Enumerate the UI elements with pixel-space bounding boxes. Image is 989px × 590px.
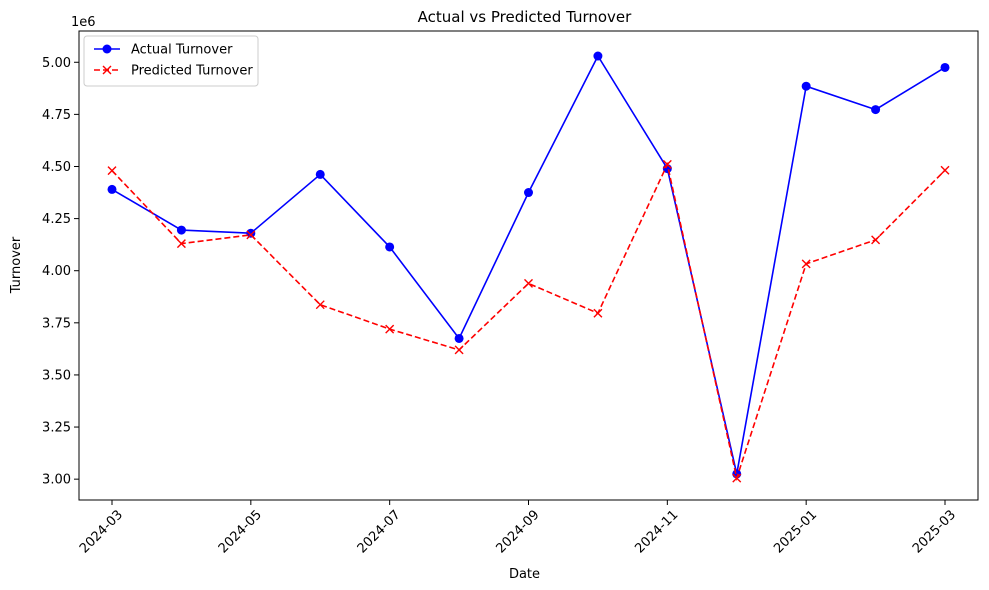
x-marker-stroke xyxy=(176,239,186,249)
y-tick-label: 4.50 xyxy=(42,160,71,175)
data-point-predicted xyxy=(385,324,395,334)
series-layer xyxy=(107,51,950,483)
x-marker-stroke xyxy=(871,235,881,245)
data-point-predicted xyxy=(871,235,881,245)
data-point-predicted xyxy=(732,473,742,483)
data-point-predicted xyxy=(801,259,811,269)
data-point-predicted xyxy=(176,239,186,249)
data-point-actual xyxy=(454,333,464,343)
data-point-actual xyxy=(385,242,395,252)
x-marker-stroke xyxy=(246,230,256,240)
data-point-actual xyxy=(315,169,325,179)
x-marker-stroke xyxy=(315,300,325,310)
data-point-predicted xyxy=(454,345,464,355)
legend-marker-circle xyxy=(102,44,112,54)
x-marker-stroke xyxy=(107,166,117,176)
legend-label: Actual Turnover xyxy=(131,43,233,58)
data-point-actual xyxy=(107,184,117,194)
x-marker-stroke xyxy=(801,259,811,269)
data-point-actual xyxy=(246,228,256,238)
y-tick-label: 3.25 xyxy=(42,421,71,436)
data-point-actual xyxy=(871,105,881,115)
data-point-predicted xyxy=(524,278,533,288)
y-tick-label: 3.50 xyxy=(42,368,71,383)
legend-box xyxy=(83,35,259,87)
y-tick-label: 4.00 xyxy=(42,264,71,279)
y-tick-label: 4.25 xyxy=(42,212,71,227)
x-marker-stroke xyxy=(732,473,742,483)
y-tick-label: 4.75 xyxy=(42,108,71,123)
data-point-actual xyxy=(940,62,950,72)
x-marker-stroke xyxy=(662,159,672,169)
data-point-predicted xyxy=(315,300,325,310)
data-point-actual xyxy=(524,188,533,198)
x-axis-label: Date xyxy=(509,567,540,582)
y-tick-label: 5.00 xyxy=(42,56,71,71)
data-point-actual xyxy=(593,51,603,61)
chart-title: Actual vs Predicted Turnover xyxy=(418,8,632,26)
x-marker-stroke xyxy=(385,324,395,334)
x-marker-stroke xyxy=(940,165,950,175)
x-marker-stroke xyxy=(454,345,464,355)
y-axis-ticks: 3.00 3.25 3.50 3.75 4.00 4.25 4.50 4.75 5.00 xyxy=(42,56,79,488)
y-tick-label: 3.75 xyxy=(42,316,71,331)
data-point-predicted xyxy=(246,230,256,240)
y-offset-label: 1e6 xyxy=(71,15,96,30)
data-point-actual xyxy=(801,81,811,91)
data-point-actual xyxy=(176,225,186,235)
legend-label: Predicted Turnover xyxy=(131,64,253,79)
data-point-predicted xyxy=(593,308,603,318)
data-point-predicted xyxy=(662,159,672,169)
y-axis-label: Turnover xyxy=(9,236,24,294)
x-marker-stroke xyxy=(593,308,603,318)
data-point-predicted xyxy=(107,166,117,176)
x-marker-stroke xyxy=(524,278,533,288)
legend-marker-x xyxy=(102,65,112,75)
data-point-predicted xyxy=(940,165,950,175)
y-tick-label: 3.00 xyxy=(42,473,71,488)
legend: Actual Turnover Predicted Turnover xyxy=(83,35,259,87)
